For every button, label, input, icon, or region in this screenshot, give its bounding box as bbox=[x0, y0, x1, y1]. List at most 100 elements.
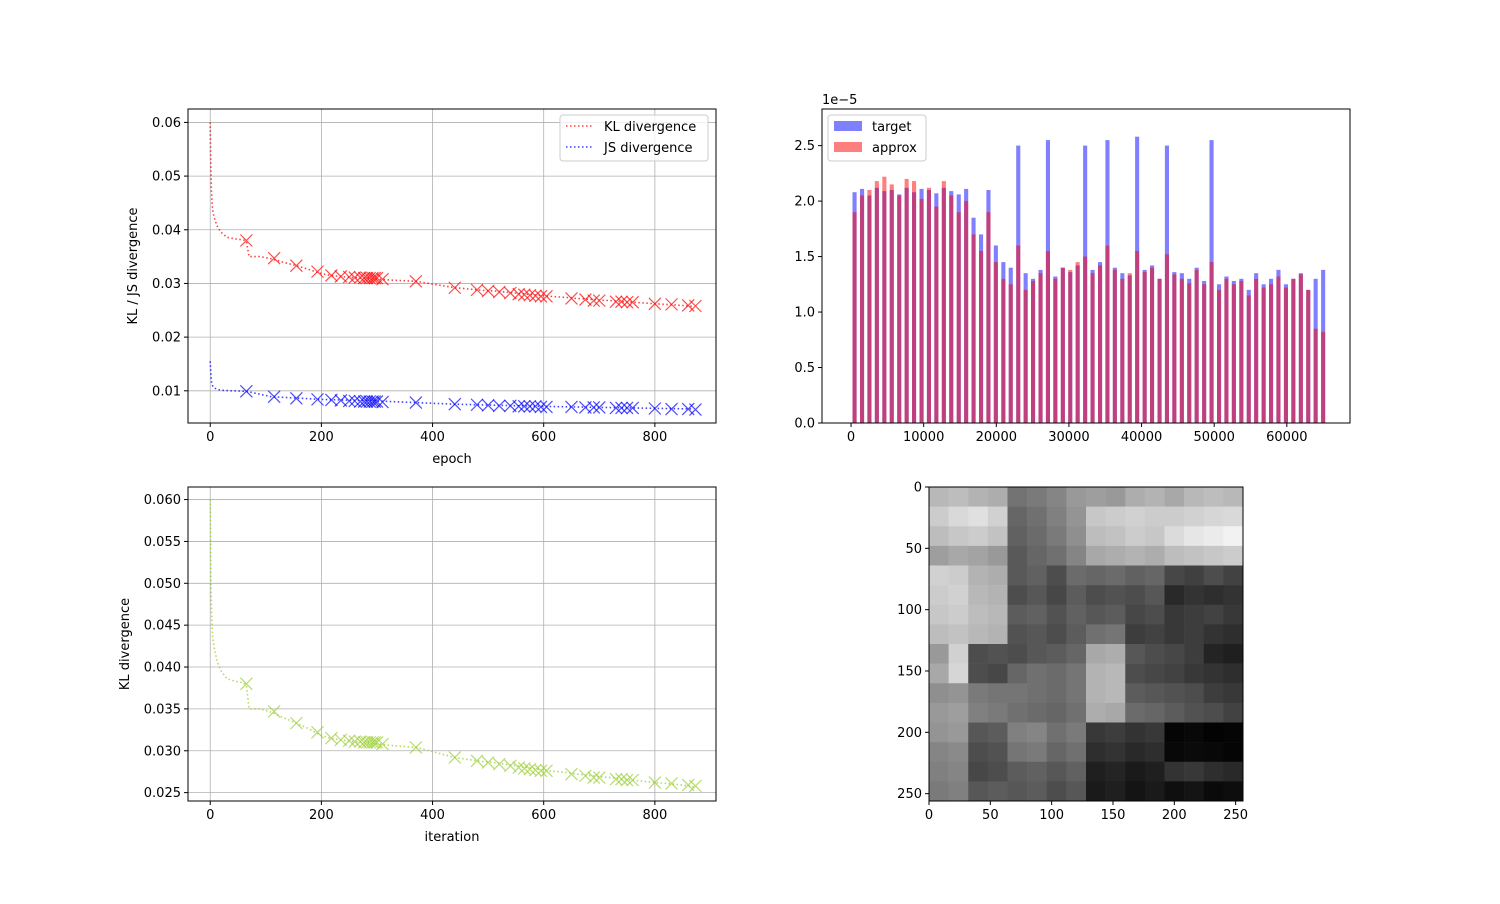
p2-xtick-label-6: 60000 bbox=[1266, 430, 1307, 445]
p3-xtick-label-4: 800 bbox=[642, 808, 667, 823]
p4-cell bbox=[1184, 683, 1205, 704]
p3-ytick-label-7: 0.060 bbox=[144, 493, 181, 508]
p4-cell bbox=[968, 781, 989, 802]
p4-cell bbox=[1223, 644, 1244, 664]
p4-cell bbox=[987, 604, 1008, 625]
p4-cell bbox=[1066, 565, 1087, 586]
p2-approx-bar bbox=[1068, 269, 1073, 423]
p2-approx-bar bbox=[1142, 272, 1147, 423]
p4-xtick-label-3: 150 bbox=[1101, 808, 1126, 823]
p1-series-0-marker bbox=[267, 251, 281, 265]
p1-series-0-marker bbox=[376, 272, 389, 286]
p2-approx-bar bbox=[904, 178, 909, 423]
p1-grid bbox=[188, 109, 716, 423]
p4-cell bbox=[1086, 585, 1106, 606]
kl-iteration-chart: 0 200 400 600 800 0.025 0.030 0.035 0.040 0.045 0.… bbox=[118, 486, 717, 845]
p4-cell bbox=[1046, 781, 1067, 802]
p4-cell bbox=[1066, 683, 1087, 704]
p1-ylabel: KL / JS divergence bbox=[126, 208, 141, 325]
p4-cell bbox=[1105, 585, 1126, 606]
p4-cell bbox=[1086, 487, 1106, 507]
p1-ytick-label-3: 0.04 bbox=[152, 223, 181, 238]
p2-approx-bar bbox=[934, 206, 939, 423]
p4-cell bbox=[1144, 644, 1165, 664]
p4-cell bbox=[1184, 781, 1205, 802]
p4-cell bbox=[1007, 487, 1028, 507]
p4-cell bbox=[929, 742, 949, 763]
p3-ytick-label-1: 0.030 bbox=[144, 744, 181, 759]
p4-cell bbox=[1027, 742, 1048, 763]
p4-cell bbox=[948, 545, 969, 566]
p3-series-0-marker bbox=[368, 735, 382, 749]
p4-cell bbox=[1066, 526, 1087, 547]
p3-series-0-marker bbox=[239, 677, 253, 691]
p3-ytick-label-4: 0.045 bbox=[144, 619, 181, 634]
p3-series-0-marker bbox=[376, 737, 389, 751]
p2-ytick-label-0: 0.0 bbox=[794, 417, 815, 432]
p4-cell bbox=[1105, 722, 1126, 743]
p3-series-0-marker bbox=[615, 772, 628, 786]
p4-cell bbox=[968, 702, 989, 723]
p3-axes-frame bbox=[187, 486, 717, 802]
p4-cell bbox=[1125, 683, 1146, 704]
p4-cell bbox=[1203, 506, 1224, 527]
p3-series-0-marker bbox=[492, 757, 506, 771]
p1-series-1-marker bbox=[376, 395, 389, 409]
p4-cell bbox=[1144, 506, 1165, 527]
p2-approx-bar bbox=[1194, 269, 1199, 423]
p4-cell bbox=[1125, 526, 1146, 547]
p4-cell bbox=[1223, 604, 1244, 625]
p3-series-0-marker bbox=[620, 773, 634, 787]
p1-series-1-marker bbox=[342, 394, 356, 408]
p4-ytick-label-4: 200 bbox=[897, 726, 922, 741]
p4-cell bbox=[1184, 722, 1205, 743]
p4-cell bbox=[987, 506, 1008, 527]
p4-cell bbox=[1046, 526, 1067, 547]
p4-cell bbox=[987, 722, 1008, 743]
p1-legend: KL divergence JS divergence bbox=[559, 114, 709, 162]
p1-series-0-marker bbox=[492, 285, 506, 299]
p1-series-0-marker bbox=[409, 274, 423, 288]
p4-cell bbox=[1105, 781, 1126, 802]
p2-legend-target-label: target bbox=[872, 120, 912, 135]
p2-approx-bar bbox=[1045, 251, 1050, 423]
p4-cell bbox=[987, 702, 1008, 723]
p3-series-0-marker bbox=[311, 725, 324, 739]
p4-xtick-label-0: 0 bbox=[925, 808, 933, 823]
p4-cell bbox=[968, 506, 989, 527]
p4-cell bbox=[948, 526, 969, 547]
p4-cell bbox=[1105, 644, 1126, 664]
p4-cell bbox=[1203, 683, 1224, 704]
p4-cell bbox=[1184, 565, 1205, 586]
p1-series-0-marker bbox=[470, 283, 484, 297]
p4-cell bbox=[1046, 487, 1067, 507]
p4-cell bbox=[1125, 545, 1146, 566]
p2-approx-bar bbox=[1172, 274, 1177, 423]
p1-series-1-marker bbox=[492, 399, 506, 413]
p1-ytick-label-2: 0.03 bbox=[152, 277, 181, 292]
p4-cell bbox=[1164, 585, 1185, 606]
distribution-bar-chart: 0 10000 20000 30000 40000 50000 60000 0.0 0.5 1.0… bbox=[794, 93, 1351, 445]
p4-cell bbox=[968, 742, 989, 763]
p4-cell bbox=[1203, 702, 1224, 723]
p4-cell bbox=[1144, 545, 1165, 566]
p2-approx-bar bbox=[979, 251, 984, 423]
p4-cell bbox=[1144, 526, 1165, 547]
p2-approx-bar bbox=[912, 181, 917, 423]
p4-cell bbox=[1125, 644, 1146, 664]
p4-cell bbox=[1046, 702, 1067, 723]
p4-cell bbox=[1144, 487, 1165, 507]
p4-cell bbox=[1066, 604, 1087, 625]
p2-approx-bar bbox=[1246, 295, 1251, 423]
p1-series-0-marker bbox=[342, 270, 356, 284]
p2-legend-approx-swatch bbox=[834, 142, 862, 152]
p4-cell bbox=[968, 624, 989, 645]
p4-cell bbox=[987, 624, 1008, 645]
p3-series-0-marker bbox=[528, 763, 542, 777]
p3-series-0-marker bbox=[626, 773, 640, 787]
p4-cell bbox=[1203, 742, 1224, 763]
p4-cell bbox=[948, 487, 969, 507]
p1-series-0-marker bbox=[370, 271, 384, 285]
